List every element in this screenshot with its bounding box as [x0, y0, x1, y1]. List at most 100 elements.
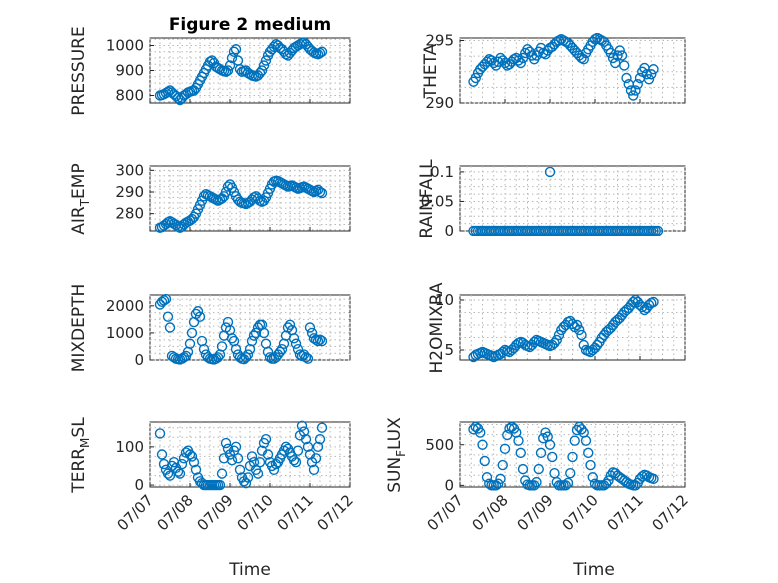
x-tick-label: 07/12: [649, 491, 692, 534]
data-point: [172, 221, 184, 232]
data-point: [258, 60, 270, 71]
series-points: [468, 166, 664, 236]
y-tick-label: 2000: [106, 297, 144, 315]
series-points: [468, 294, 659, 363]
data-point: [198, 343, 210, 355]
data-point: [300, 434, 312, 445]
data-point: [628, 90, 639, 101]
data-point: [316, 187, 328, 199]
series-points: [154, 175, 328, 233]
y-tick-label: 290: [115, 183, 144, 201]
x-tick-label: 07/08: [154, 491, 197, 534]
x-tick-label: 07/12: [314, 491, 357, 534]
data-point: [240, 477, 252, 489]
data-point: [648, 473, 659, 485]
data-point: [226, 455, 238, 466]
data-point: [314, 434, 326, 445]
data-point: [475, 427, 486, 438]
data-point: [198, 191, 210, 202]
data-point: [234, 464, 246, 475]
data-point: [646, 69, 657, 80]
data-point: [574, 324, 585, 336]
data-point: [316, 46, 328, 57]
data-point: [648, 64, 659, 75]
data-point: [515, 447, 526, 459]
data-point: [625, 85, 637, 96]
series-points: [154, 37, 328, 106]
subplot-pressure: 800 900 1000: [106, 37, 351, 106]
ylabel-sun-flux-tail: LUX: [385, 417, 405, 450]
subplot-sun-flux: 0 500 07/07 07/08 07/09 07/10 07/11 07/12: [424, 421, 692, 534]
data-point: [276, 343, 288, 355]
data-point: [499, 443, 511, 455]
data-point: [583, 447, 594, 459]
data-point: [495, 473, 506, 485]
y-tick-label: 0: [444, 222, 454, 240]
data-point: [580, 435, 592, 446]
ylabel-terr-msl-sub: M: [78, 438, 92, 448]
figure-title: Figure 2 medium: [169, 15, 331, 35]
data-point: [619, 60, 630, 71]
ylabel-air-temp: AIRTEMP: [69, 163, 92, 234]
data-point: [621, 72, 632, 84]
x-tick-label: 07/07: [424, 491, 467, 534]
data-point: [562, 477, 574, 489]
y-tick-label: 500: [425, 436, 454, 454]
data-point: [314, 334, 326, 345]
data-point: [260, 55, 272, 66]
data-point: [188, 456, 200, 468]
y-tick-label: 1000: [106, 37, 144, 55]
data-point: [302, 441, 314, 453]
ylabel-pressure: PRESSURE: [69, 26, 89, 115]
data-point: [248, 330, 260, 341]
data-point: [601, 478, 612, 489]
y-tick-label: 280: [115, 205, 144, 223]
data-point: [493, 478, 504, 489]
data-point: [186, 451, 198, 462]
x-tick-label: 07/10: [559, 491, 602, 534]
y-tick-label: 290: [425, 94, 454, 112]
data-point: [242, 472, 254, 483]
data-point: [256, 65, 268, 76]
data-point: [158, 295, 170, 306]
data-point: [551, 334, 562, 346]
data-point: [156, 449, 168, 460]
y-tick-label: 900: [115, 62, 144, 80]
data-point: [587, 472, 598, 483]
data-point: [192, 306, 204, 317]
y-tick-label: 0.1: [430, 163, 454, 181]
data-point: [310, 334, 322, 345]
subplot-h2omixra: 5 10: [435, 291, 686, 363]
data-point: [616, 50, 628, 61]
data-point: [246, 451, 258, 462]
subplot-rainfall: 0 0.05 0.1: [421, 163, 686, 240]
data-point: [569, 435, 580, 446]
data-point: [298, 426, 310, 437]
data-point: [216, 341, 228, 352]
data-point: [312, 441, 324, 453]
data-point: [220, 437, 232, 449]
data-point: [630, 85, 641, 96]
data-point: [216, 468, 228, 479]
data-point: [290, 338, 302, 349]
data-point: [160, 293, 172, 305]
data-point: [603, 475, 614, 486]
ylabel-terr-msl: TERRMSL: [69, 417, 92, 494]
data-point: [628, 296, 639, 308]
data-point: [553, 329, 565, 341]
data-point: [242, 349, 254, 360]
data-point: [481, 472, 493, 483]
data-point: [468, 424, 479, 435]
data-point: [154, 428, 166, 439]
data-point: [308, 464, 320, 475]
data-point: [316, 335, 328, 347]
ylabel-terr-msl-main: TERR: [69, 448, 89, 494]
x-tick-label: 07/07: [114, 491, 157, 534]
data-point: [643, 74, 655, 85]
y-tick-label: 0: [444, 476, 454, 494]
data-point: [252, 468, 264, 479]
data-point: [544, 166, 556, 178]
data-point: [314, 186, 326, 198]
y-tick-label: 0: [134, 351, 144, 369]
